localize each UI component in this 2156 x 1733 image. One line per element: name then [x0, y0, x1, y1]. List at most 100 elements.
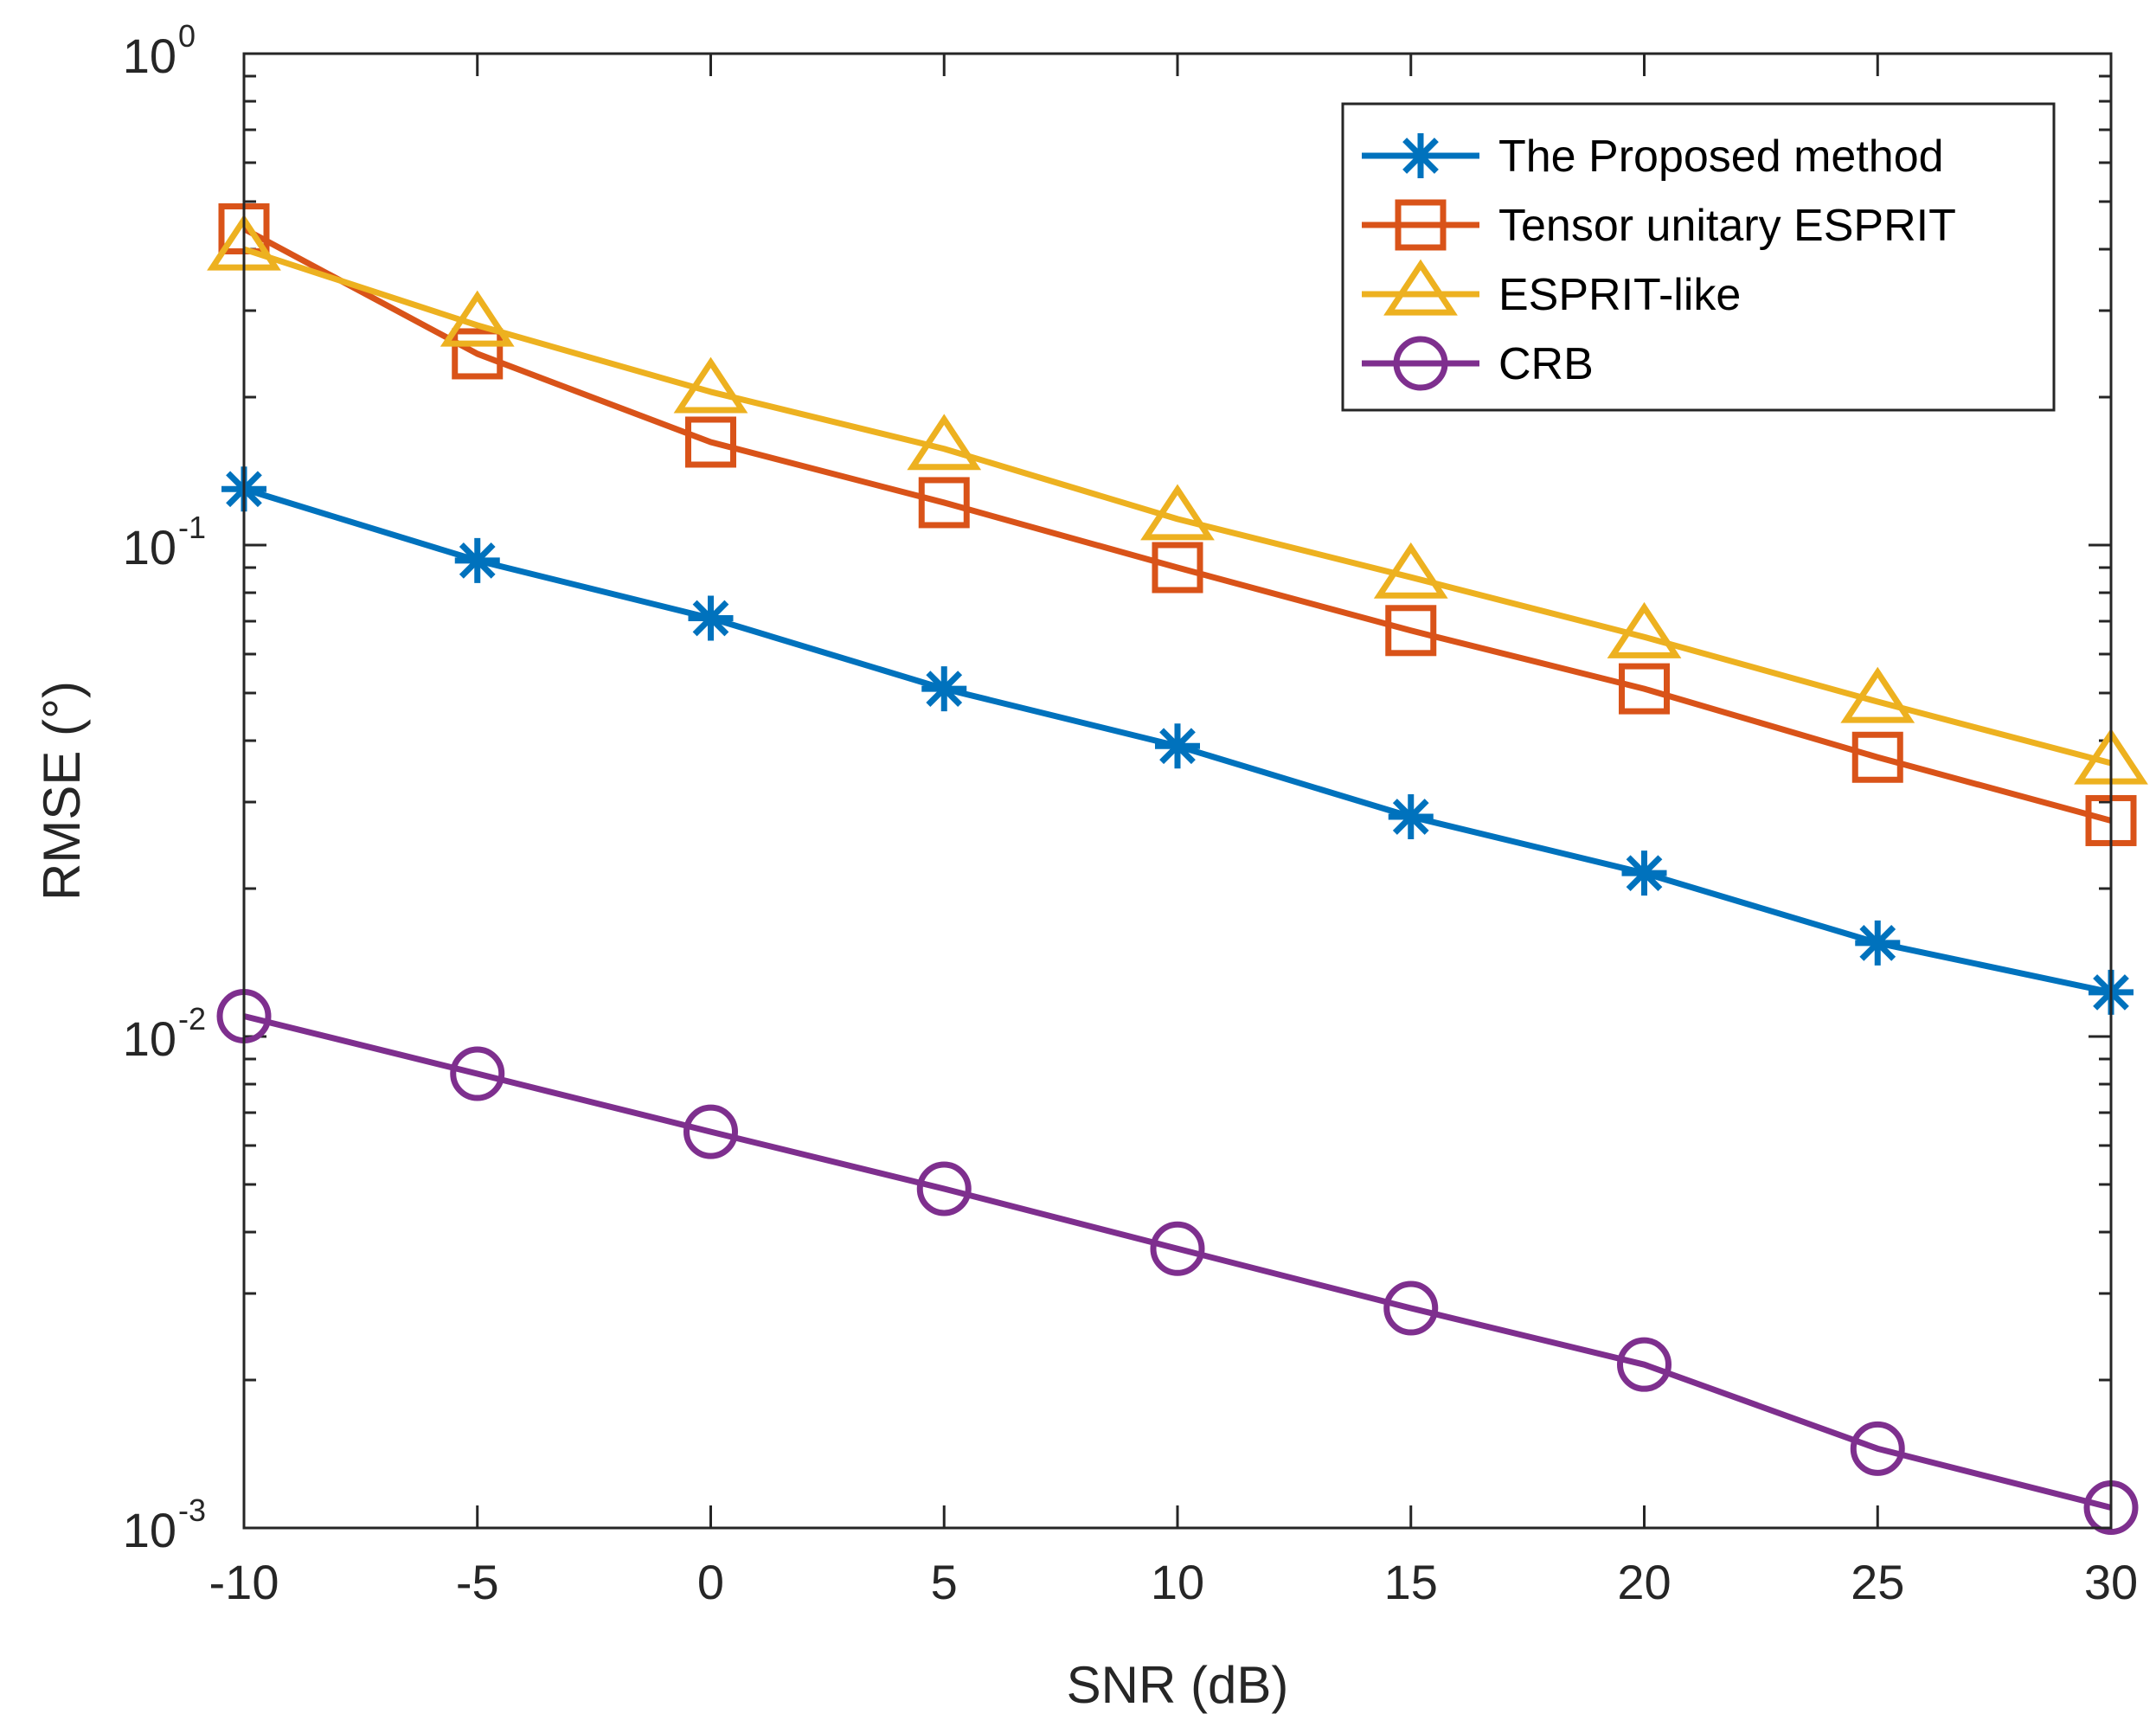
- series-crb: [216, 988, 2139, 1535]
- x-tick-label: 25: [1851, 1555, 1904, 1609]
- data-point: [1850, 1421, 1905, 1476]
- data-point: [1155, 723, 1200, 769]
- y-tick-label: 10 -1: [123, 510, 206, 574]
- data-point: [452, 328, 504, 380]
- legend-entry: ESPRIT-like: [1362, 259, 1741, 320]
- asterisk-marker: [1855, 920, 1901, 966]
- y-tick-exponent: -3: [178, 1492, 206, 1528]
- series-line: [243, 1013, 2112, 1511]
- asterisk-marker: [1155, 723, 1200, 769]
- legend-label: ESPRIT-like: [1498, 270, 1741, 320]
- asterisk-stroke: [692, 600, 729, 637]
- asterisk-stroke: [1626, 855, 1663, 892]
- square-marker: [1152, 542, 1203, 594]
- circle-marker: [1850, 1421, 1905, 1476]
- circle-marker: [916, 1161, 972, 1216]
- asterisk-marker: [1621, 850, 1667, 896]
- triangle-marker: [1383, 259, 1458, 316]
- square-marker: [685, 416, 736, 468]
- asterisk-stroke: [926, 671, 963, 707]
- square-marker: [452, 328, 504, 380]
- asterisk-marker: [921, 666, 967, 712]
- x-tick-label: 10: [1151, 1555, 1204, 1609]
- data-point: [673, 356, 748, 414]
- data-point: [1840, 666, 1915, 723]
- legend-entry: The Proposed method: [1362, 132, 1944, 182]
- data-point: [1621, 850, 1667, 896]
- square-marker: [1851, 731, 1903, 783]
- square-marker: [1395, 199, 1447, 251]
- x-tick-label: 30: [2084, 1555, 2138, 1609]
- data-point: [1150, 1221, 1205, 1276]
- data-point: [921, 666, 967, 712]
- data-point: [1617, 1337, 1672, 1392]
- data-point: [454, 537, 500, 583]
- legend-label: Tensor unitary ESPRIT: [1498, 201, 1956, 251]
- data-point: [1152, 542, 1203, 594]
- triangle-marker: [1140, 484, 1215, 541]
- y-tick-exponent: -2: [178, 1001, 206, 1037]
- data-point: [1607, 601, 1682, 658]
- y-tick-exponent: -1: [178, 510, 206, 545]
- legend-entry: CRB: [1362, 336, 1594, 391]
- legend-label: CRB: [1498, 339, 1594, 389]
- asterisk-marker: [1388, 794, 1434, 840]
- asterisk-stroke: [459, 542, 496, 579]
- series-esprit-like: [207, 214, 2148, 785]
- circle-marker: [1383, 1280, 1439, 1336]
- circle-marker: [683, 1104, 738, 1159]
- triangle-marker: [673, 356, 748, 414]
- data-point: [1619, 663, 1670, 715]
- asterisk-marker: [688, 595, 734, 641]
- triangle-marker: [440, 290, 515, 347]
- circle-marker: [1617, 1337, 1672, 1392]
- asterisk-stroke: [1392, 799, 1429, 835]
- legend-entry: Tensor unitary ESPRIT: [1362, 199, 1956, 251]
- y-tick-label: 10 -2: [123, 1001, 206, 1066]
- series-the-proposed-method: [221, 466, 2134, 1015]
- x-axis-title: SNR (dB): [1067, 1656, 1289, 1714]
- series-line: [242, 246, 2112, 767]
- square-marker: [1385, 605, 1437, 657]
- y-tick-label: 10 -3: [123, 1492, 206, 1557]
- data-point: [1383, 1280, 1439, 1336]
- data-point: [1373, 542, 1448, 599]
- triangle-marker: [907, 414, 982, 471]
- data-point: [683, 1104, 738, 1159]
- plot-frame: [242, 52, 2113, 1530]
- x-tick-label: 20: [1617, 1555, 1671, 1609]
- legend-label: The Proposed method: [1498, 132, 1944, 182]
- x-tick-label: -5: [456, 1555, 499, 1609]
- series-line: [242, 226, 2112, 824]
- data-point: [918, 477, 970, 529]
- circle-marker: [450, 1046, 505, 1101]
- triangle-marker: [1840, 666, 1915, 723]
- square-marker: [918, 477, 970, 529]
- y-tick-exponent: 0: [178, 18, 196, 54]
- asterisk-stroke: [1859, 925, 1896, 961]
- data-point: [685, 416, 736, 468]
- y-axis-title: RMSE (°): [33, 681, 91, 901]
- square-marker: [1619, 663, 1670, 715]
- triangle-marker: [1373, 542, 1448, 599]
- x-tick-label: 15: [1384, 1555, 1438, 1609]
- asterisk-marker: [1398, 133, 1443, 178]
- asterisk-stroke: [1402, 138, 1439, 174]
- asterisk-marker: [454, 537, 500, 583]
- y-tick-base: 10: [123, 520, 176, 574]
- series-layer: [207, 203, 2148, 1535]
- y-tick-base: 10: [123, 29, 176, 83]
- data-point: [1385, 605, 1437, 657]
- circle-marker: [1150, 1221, 1205, 1276]
- data-point: [1855, 920, 1901, 966]
- y-tick-base: 10: [123, 1011, 176, 1066]
- x-tick-labels: -10 -5 0 5 10 15 20 25 30: [209, 1555, 2139, 1609]
- asterisk-stroke: [1159, 728, 1196, 765]
- data-point: [688, 595, 734, 641]
- data-point: [1851, 731, 1903, 783]
- data-point: [1388, 794, 1434, 840]
- y-tick-base: 10: [123, 1503, 176, 1557]
- data-point: [450, 1046, 505, 1101]
